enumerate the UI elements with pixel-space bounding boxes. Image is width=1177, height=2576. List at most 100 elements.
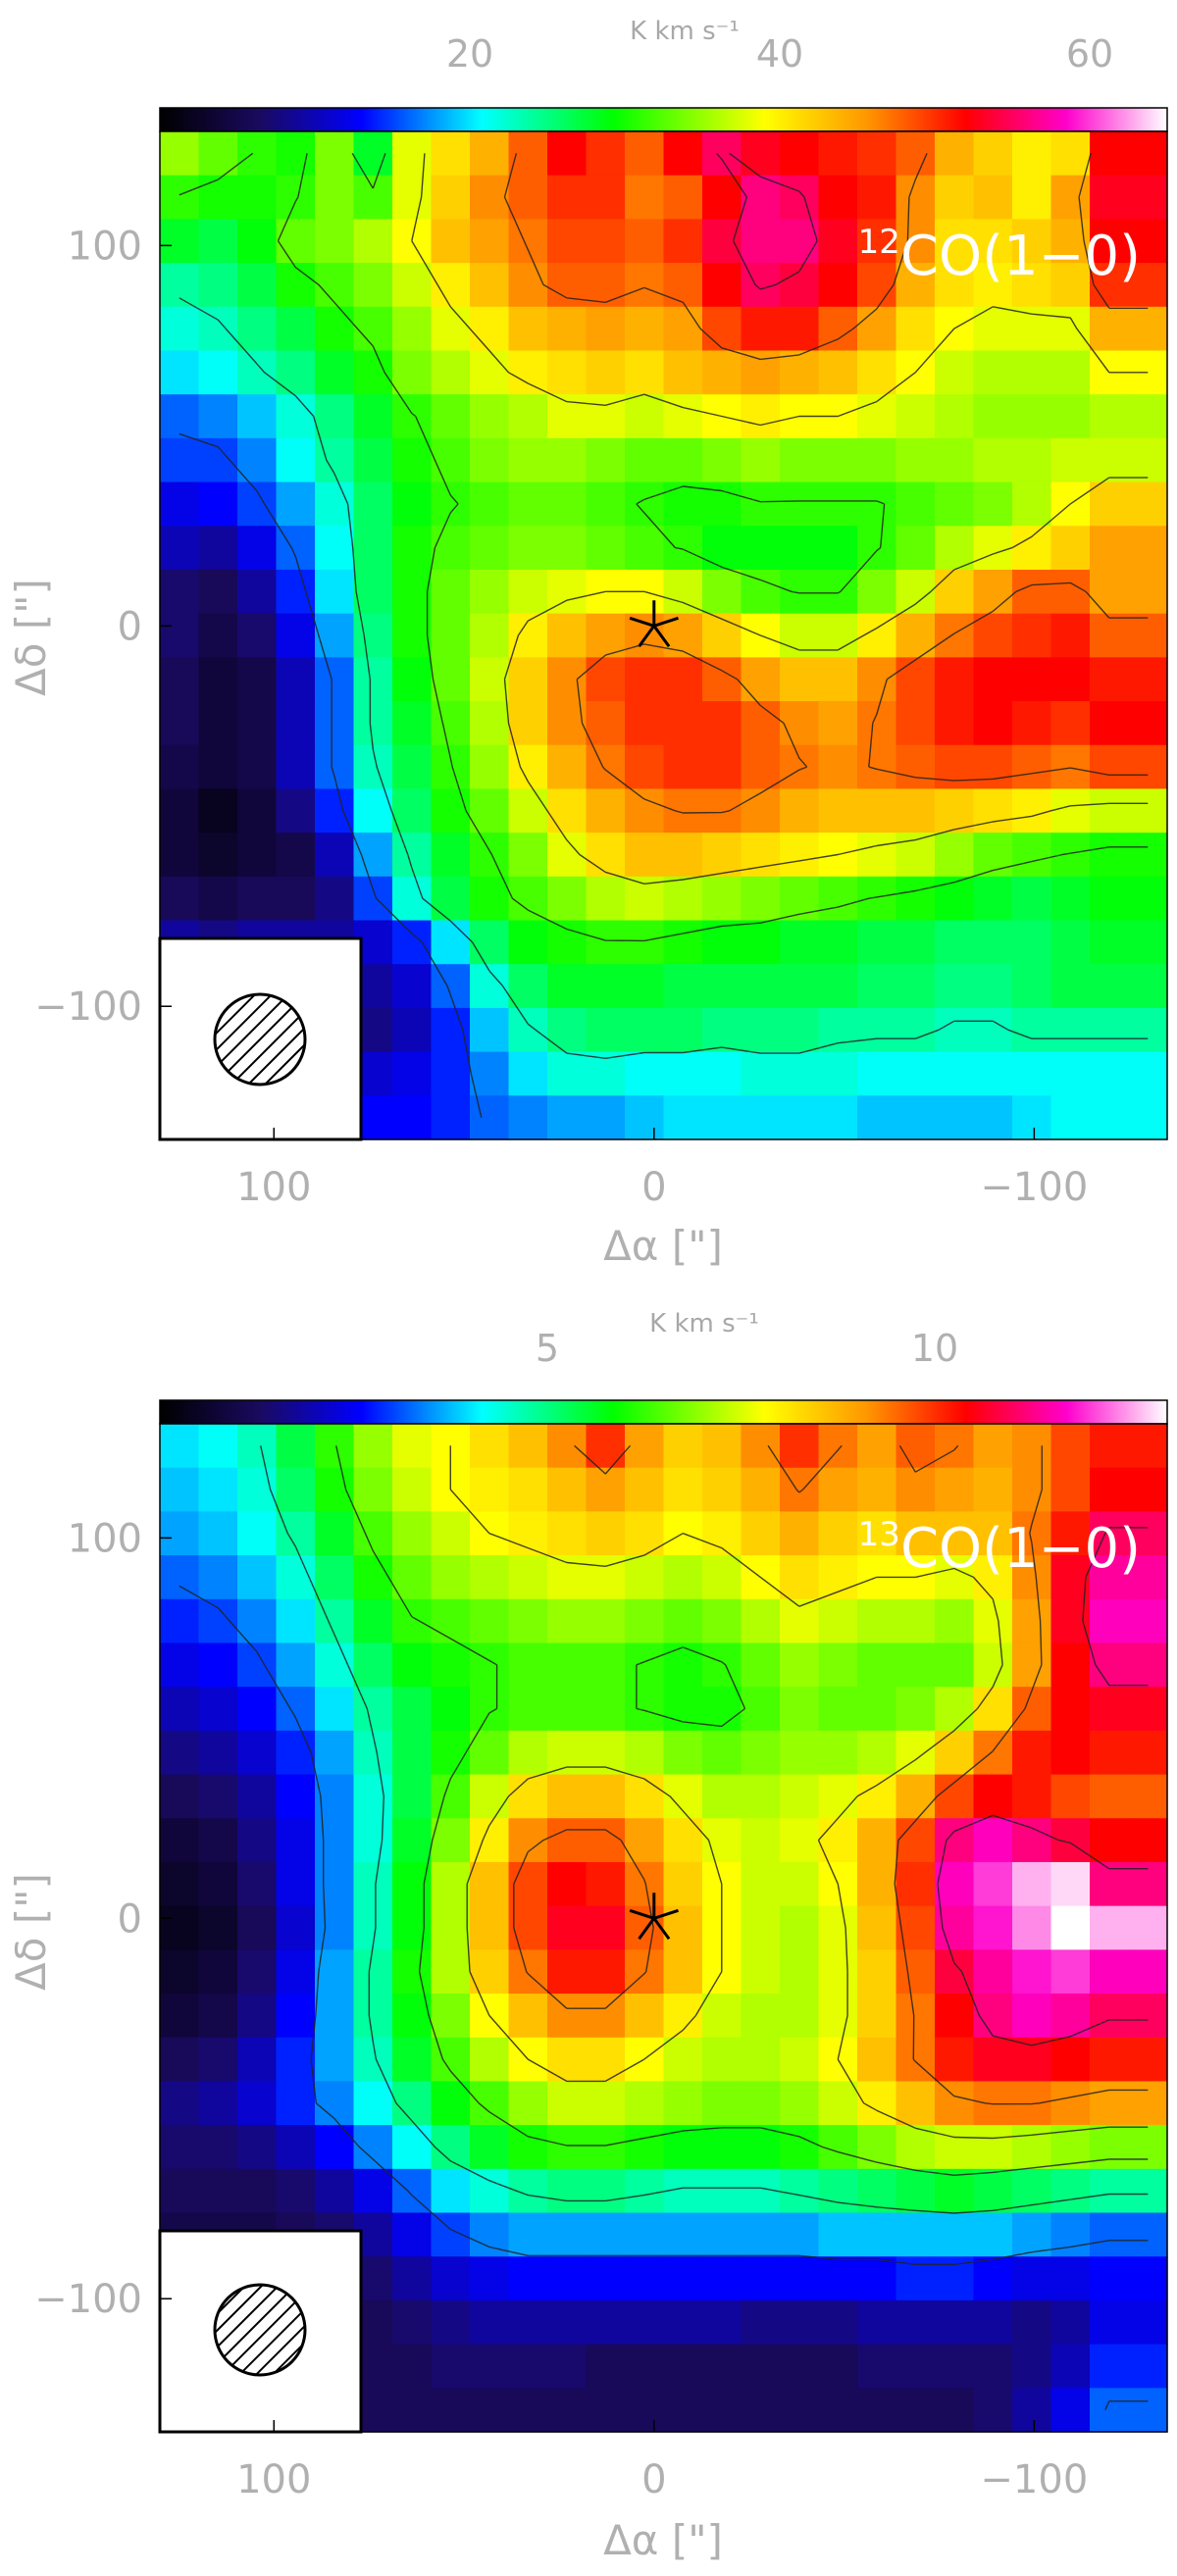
heatmap-cell: [470, 701, 510, 746]
heatmap-cell: [315, 175, 355, 220]
heatmap-cell: [1090, 701, 1130, 746]
plot-frame: [159, 130, 1168, 1140]
heatmap-cell: [547, 1994, 588, 2039]
heatmap-cell: [1128, 701, 1168, 746]
heatmap-cell: [896, 569, 936, 615]
heatmap-cell: [663, 2168, 703, 2214]
heatmap-cell: [1012, 1642, 1052, 1688]
heatmap-cell: [935, 2388, 975, 2433]
heatmap-cell: [1050, 2299, 1091, 2346]
heatmap-cell: [392, 788, 433, 833]
heatmap-cell: [237, 350, 278, 395]
y-tick-label: −100: [34, 2277, 142, 2322]
heatmap-cell: [431, 744, 471, 790]
heatmap-cell: [1050, 920, 1091, 965]
heatmap-cell: [935, 2125, 975, 2170]
heatmap-cell: [1090, 657, 1130, 702]
colorbar: [159, 107, 1168, 132]
heatmap-cell: [741, 788, 781, 833]
heatmap-cell: [935, 833, 975, 878]
heatmap-cell: [160, 876, 200, 922]
heatmap-cell: [392, 744, 433, 790]
heatmap-cell: [586, 2081, 626, 2126]
heatmap-cell: [315, 657, 355, 702]
heatmap-cell: [353, 701, 393, 746]
heatmap-cell: [780, 1051, 820, 1096]
heatmap-cell: [1050, 2256, 1091, 2301]
heatmap-cell: [663, 744, 703, 790]
heatmap-cell: [741, 131, 781, 177]
heatmap-cell: [741, 1007, 781, 1053]
heatmap-cell: [237, 613, 278, 658]
heatmap-cell: [973, 131, 1013, 177]
heatmap-cell: [198, 2168, 238, 2214]
heatmap-cell: [857, 2037, 897, 2083]
heatmap-cell: [508, 2125, 548, 2170]
heatmap-cell: [160, 613, 200, 658]
heatmap-cell: [1050, 1949, 1091, 1995]
colorbar-tick-label: 5: [536, 1327, 559, 1370]
heatmap-cell: [625, 2388, 665, 2433]
heatmap-cell: [741, 2125, 781, 2170]
heatmap-cell: [780, 131, 820, 177]
plot-frame: [159, 1423, 1168, 2433]
heatmap-cell: [160, 481, 200, 527]
heatmap: [159, 1423, 1168, 2433]
heatmap-cell: [1050, 1555, 1091, 1600]
heatmap-cell: [1128, 1511, 1168, 1556]
heatmap-cell: [896, 1642, 936, 1688]
heatmap-cell: [741, 2081, 781, 2126]
heatmap-cell: [392, 437, 433, 483]
heatmap-cell: [276, 1949, 316, 1995]
x-tick-label: 100: [236, 1165, 311, 1210]
heatmap-cell: [973, 437, 1013, 483]
heatmap-cell: [1090, 175, 1130, 220]
heatmap-cell: [857, 219, 897, 264]
heatmap-cell: [1090, 1774, 1130, 1819]
contour-line: [937, 1527, 1149, 2046]
heatmap-cell: [625, 2299, 665, 2346]
heatmap-cell: [392, 657, 433, 702]
heatmap-cell: [1090, 1007, 1130, 1053]
heatmap-cell: [431, 701, 471, 746]
heatmap-cell: [315, 131, 355, 177]
heatmap-cell: [625, 1007, 665, 1053]
heatmap-cell: [586, 263, 626, 308]
heatmap-cell: [780, 2256, 820, 2301]
heatmap-cell: [547, 1467, 588, 1512]
beam-box: [158, 936, 363, 1141]
heatmap-cell: [702, 1598, 742, 1644]
heatmap-cell: [780, 2037, 820, 2083]
heatmap-cell: [1128, 833, 1168, 878]
heatmap-cell: [547, 1095, 588, 1140]
heatmap-cell: [741, 2256, 781, 2301]
heatmap-cell: [315, 219, 355, 264]
heatmap-cell: [431, 1687, 471, 1732]
heatmap-cell: [818, 613, 858, 658]
heatmap-cell: [1050, 744, 1091, 790]
x-tick-label: −100: [980, 1165, 1088, 1210]
heatmap-cell: [160, 657, 200, 702]
heatmap-cell: [508, 569, 548, 615]
heatmap-cell: [586, 2256, 626, 2301]
heatmap-cell: [702, 833, 742, 878]
heatmap-cell: [625, 1424, 665, 1469]
heatmap-cell: [1128, 175, 1168, 220]
heatmap-cell: [353, 1511, 393, 1556]
heatmap-cell: [663, 526, 703, 571]
y-tick-label: −100: [34, 985, 142, 1030]
heatmap-cell: [237, 833, 278, 878]
heatmap-cell: [702, 876, 742, 922]
heatmap-cell: [935, 526, 975, 571]
heatmap-cell: [353, 1555, 393, 1600]
heatmap-cell: [935, 657, 975, 702]
panel-label-molecule: CO(1−0): [900, 1517, 1141, 1581]
heatmap-cell: [1012, 701, 1052, 746]
heatmap-cell: [276, 569, 316, 615]
heatmap-cell: [276, 833, 316, 878]
heatmap-cell: [431, 1642, 471, 1688]
heatmap-cell: [625, 437, 665, 483]
heatmap-cell: [198, 744, 238, 790]
heatmap-cell: [663, 131, 703, 177]
heatmap-cell: [586, 1861, 626, 1907]
